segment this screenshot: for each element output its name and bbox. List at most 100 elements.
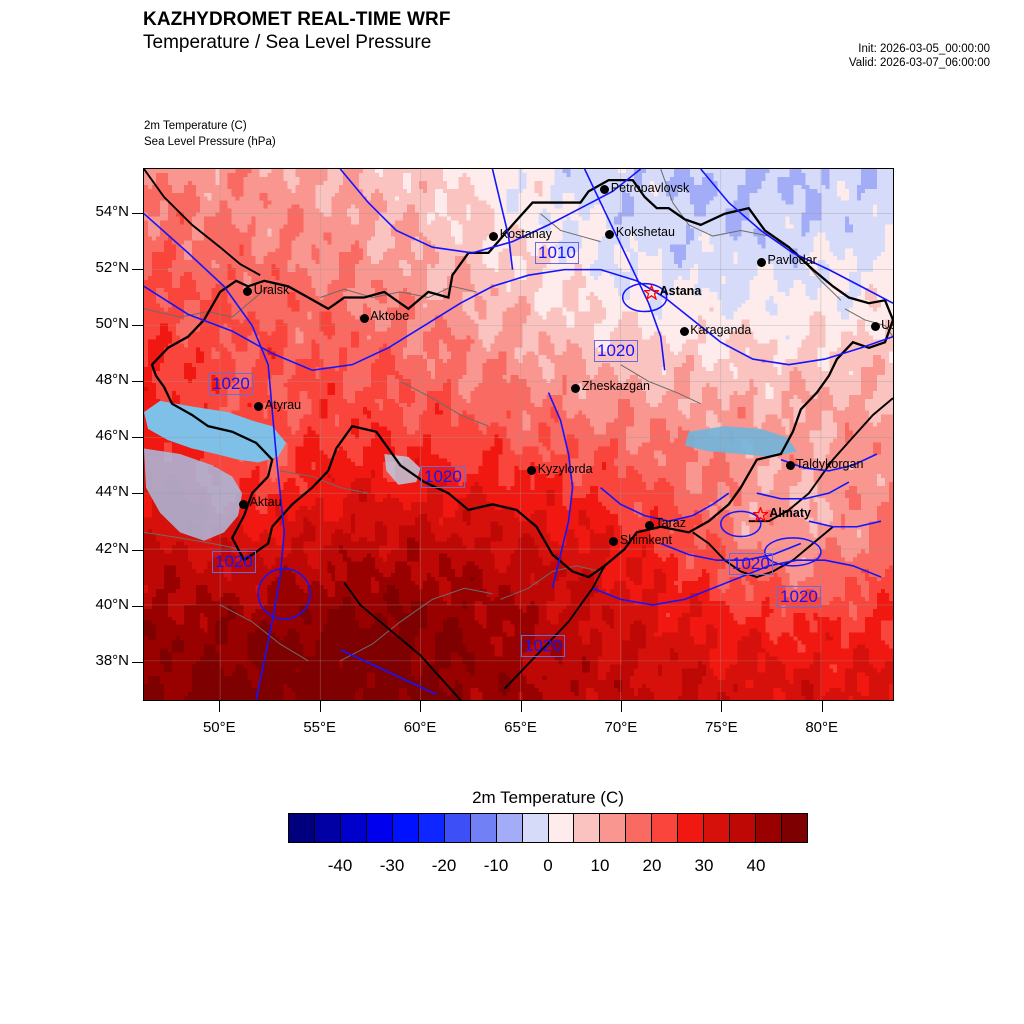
lat-tick-label: 40°N xyxy=(95,596,129,613)
kazakhstan-outline xyxy=(150,179,893,579)
city-dot-icon xyxy=(359,313,369,323)
lat-tick-mark xyxy=(132,549,143,551)
weather-map[interactable]: 1010 1020 1020 1020 1020 1020 1020 1020 Petropav… xyxy=(143,168,894,701)
lat-tick-label: 38°N xyxy=(95,652,129,669)
colorbar-tick-label: -10 xyxy=(484,856,509,876)
city-label: Ustkamen xyxy=(881,318,893,332)
colorbar-tick-label: -40 xyxy=(328,856,353,876)
colorbar-swatch xyxy=(600,814,627,842)
slp-isobars xyxy=(144,169,893,700)
isobar-label: 1020 xyxy=(209,373,253,395)
city-dot-icon xyxy=(489,231,499,241)
colorbar-swatch xyxy=(652,814,679,842)
colorbar-tick-label: -30 xyxy=(380,856,405,876)
capital-star-icon xyxy=(751,506,770,524)
title-line-1: KAZHYDROMET REAL-TIME WRF xyxy=(143,8,763,31)
city-dot-icon xyxy=(785,461,795,471)
lon-tick-mark xyxy=(319,701,321,712)
lat-tick-label: 48°N xyxy=(95,371,129,388)
city-label: Zheskazgan xyxy=(582,379,650,393)
lat-tick-mark xyxy=(132,325,143,327)
city-label: Atyrau xyxy=(265,398,301,412)
lon-tick-mark xyxy=(821,701,823,712)
colorbar-tick-labels: -40 -30 -20 -10 0 10 20 30 40 xyxy=(288,856,808,882)
lat-tick-label: 42°N xyxy=(95,540,129,557)
page-title: KAZHYDROMET REAL-TIME WRF Temperature / … xyxy=(143,8,763,54)
colorbar-tick-label: 40 xyxy=(747,856,766,876)
city-label: Uralsk xyxy=(254,283,289,297)
colorbar-swatch xyxy=(574,814,601,842)
colorbar-swatch xyxy=(626,814,653,842)
city-dot-icon xyxy=(527,466,537,476)
lat-tick-mark xyxy=(132,493,143,495)
isobar-label: 1020 xyxy=(777,586,821,608)
title-line-2: Temperature / Sea Level Pressure xyxy=(143,31,763,54)
city-dot-icon xyxy=(679,327,689,337)
colorbar-swatch xyxy=(522,814,549,842)
lon-tick-mark xyxy=(520,701,522,712)
lon-tick-mark xyxy=(721,701,723,712)
lon-tick-label: 55°E xyxy=(280,719,360,736)
lon-tick-label: 80°E xyxy=(782,719,862,736)
city-label: Aktau xyxy=(250,495,282,509)
city-dot-icon xyxy=(757,257,766,267)
lat-tick-mark xyxy=(132,381,143,383)
isobar-label: 1020 xyxy=(421,466,465,488)
lon-tick-mark xyxy=(620,701,622,712)
city-label: Aktobe xyxy=(370,309,409,323)
lat-tick-mark xyxy=(132,437,143,439)
isobar-label: 1020 xyxy=(729,553,773,575)
city-label: Pavlodar xyxy=(768,253,817,267)
colorbar-swatch xyxy=(366,814,393,842)
lat-tick-mark xyxy=(132,268,143,270)
map-raster xyxy=(144,169,893,700)
city-dot-icon xyxy=(239,499,249,509)
city-dot-icon xyxy=(609,537,619,546)
lon-tick-label: 50°E xyxy=(179,719,259,736)
map-gridlines xyxy=(144,169,893,700)
city-label: Taraz xyxy=(655,516,686,530)
lon-tick-mark xyxy=(420,701,422,712)
city-dot-icon xyxy=(571,383,581,393)
lat-tick-label: 50°N xyxy=(95,315,129,332)
field-temperature-label: 2m Temperature (C) xyxy=(144,118,276,134)
colorbar[interactable] xyxy=(288,813,808,843)
colorbar-tick-label: 30 xyxy=(695,856,714,876)
lat-tick-mark xyxy=(132,661,143,663)
isobar-label: 1020 xyxy=(521,635,565,657)
colorbar-swatch xyxy=(704,814,731,842)
colorbar-title: 2m Temperature (C) xyxy=(287,788,809,808)
city-label: Kyzylorda xyxy=(538,462,593,476)
colorbar-swatch xyxy=(392,814,419,842)
colorbar-swatch xyxy=(444,814,471,842)
colorbar-swatch xyxy=(496,814,523,842)
field-description: 2m Temperature (C) Sea Level Pressure (h… xyxy=(144,118,276,150)
colorbar-swatch xyxy=(340,814,367,842)
city-label: Karaganda xyxy=(690,323,751,337)
city-label: Kostanay xyxy=(500,227,552,241)
colorbar-swatch xyxy=(782,814,808,842)
colorbar-swatch xyxy=(756,814,783,842)
national-borders xyxy=(144,169,893,700)
city-dot-icon xyxy=(600,185,610,194)
lat-tick-label: 52°N xyxy=(95,259,129,276)
colorbar-swatch xyxy=(678,814,705,842)
city-dot-icon xyxy=(254,402,264,412)
colorbar-swatch xyxy=(418,814,445,842)
colorbar-swatch xyxy=(730,814,757,842)
water-bodies xyxy=(144,400,797,541)
lon-tick-label: 70°E xyxy=(581,719,661,736)
field-pressure-label: Sea Level Pressure (hPa) xyxy=(144,134,276,150)
city-label: Petropavlovsk xyxy=(611,181,690,195)
longitude-axis: 50°E 55°E 60°E 65°E 70°E 75°E 80°E xyxy=(143,701,894,751)
colorbar-tick-label: -20 xyxy=(432,856,457,876)
city-label: Taldykorgan xyxy=(796,457,863,471)
city-dot-icon xyxy=(243,287,253,297)
colorbar-swatch xyxy=(470,814,497,842)
colorbar-tick-label: 0 xyxy=(543,856,552,876)
colorbar-swatch xyxy=(548,814,575,842)
init-timestamp: Init: 2026-03-05_00:00:00 xyxy=(700,42,990,56)
lon-tick-label: 75°E xyxy=(681,719,761,736)
lon-tick-label: 60°E xyxy=(380,719,460,736)
lat-tick-mark xyxy=(132,212,143,214)
